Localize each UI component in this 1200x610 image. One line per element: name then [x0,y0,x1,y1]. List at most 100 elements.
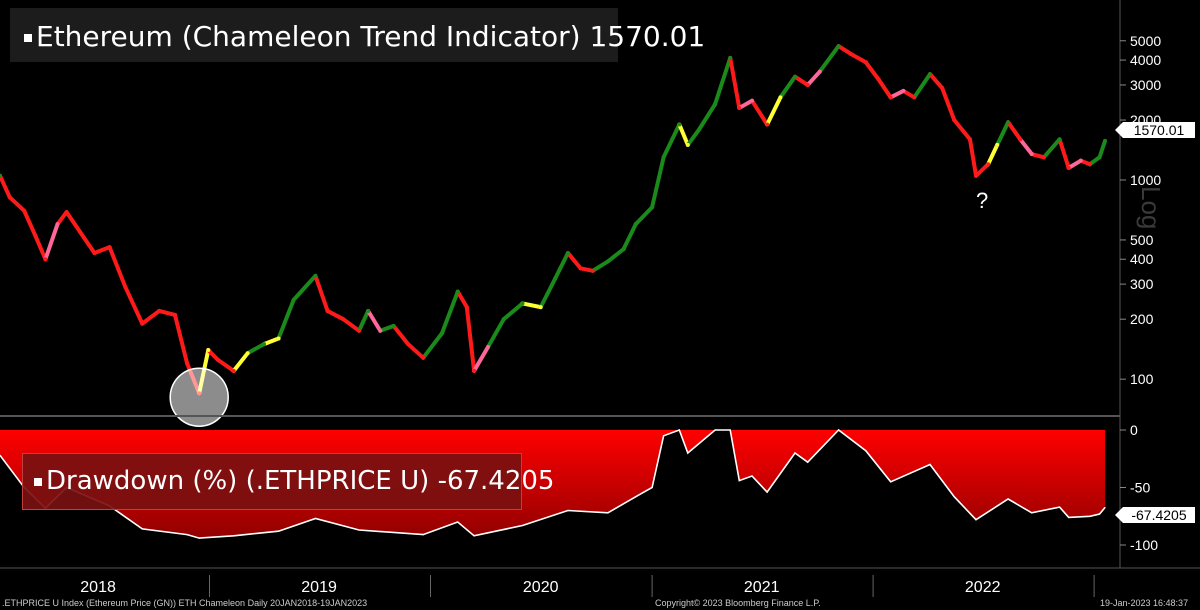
price-point [215,357,220,362]
drawdown-panel [0,428,1106,565]
price-point [661,155,666,160]
price-segment [765,95,783,127]
price-segment [291,273,318,302]
price-segment [848,51,868,65]
price-panel [0,44,1107,427]
price-segment [1097,138,1107,160]
price-segment [486,317,506,350]
price-segment [633,205,655,227]
y-tick-label: 3000 [1130,77,1161,93]
price-point [1078,158,1083,163]
drawdown-point [1098,513,1101,515]
price-point [1018,137,1023,142]
price-point [888,95,893,100]
drawdown-point [837,429,840,431]
question-annotation: ? [976,188,989,213]
drawdown-point [714,429,716,431]
price-segment [245,342,266,356]
drawdown-point [521,524,524,527]
price-point [455,289,460,294]
price-segment [940,85,957,123]
price-segment [538,276,558,310]
x-tick-label: 2020 [523,579,559,596]
price-segment [677,122,690,147]
price-segment [713,55,733,107]
drawdown-point [953,496,955,498]
price-segment [1057,137,1071,170]
drawdown-point [651,486,653,489]
price-segment [1018,137,1034,157]
price-segment [836,44,853,56]
chart-title-box [10,8,618,62]
price-segment [391,323,411,347]
price-point [107,245,112,250]
price-segment [817,44,841,74]
price-segment [778,74,797,100]
drawdown-point [1007,498,1009,500]
drawdown-point [890,481,892,483]
drawdown-point [277,530,280,532]
price-segment [33,234,48,262]
y-tick-label: 5000 [1130,33,1161,49]
price-segment [172,312,190,366]
price-point [341,317,346,322]
drawdown-point [738,480,740,482]
price-point [836,44,841,49]
price-segment [901,88,917,100]
legend-bullet [34,477,42,486]
drawdown-last-value-tag: -67.4205 [1123,507,1195,523]
price-point [621,247,626,252]
price-segment [157,308,177,317]
price-point [952,118,957,123]
price-point [472,368,477,373]
price-segment [520,301,543,310]
drawdown-point [975,519,977,521]
price-point [728,55,733,60]
price-point [325,308,330,313]
price-segment [1041,137,1062,160]
price-segment [313,273,330,313]
price-segment [578,266,595,273]
price-segment [605,247,626,264]
highlight-circle [169,367,229,427]
price-segment [455,289,469,310]
drawdown-point [186,534,188,536]
price-point [928,72,933,77]
price-point [33,234,38,239]
price-segment [440,289,460,336]
price-segment [501,301,525,322]
price-segment [621,222,638,252]
price-segment [805,69,822,87]
price-segment [863,60,881,82]
price-point [974,173,979,178]
price-point [863,60,868,65]
y-tick-label: 300 [1130,276,1154,292]
y-tick-label: 200 [1130,311,1154,327]
dd-tick-label: -50 [1130,480,1150,496]
price-point [55,222,60,227]
price-point [1029,152,1034,157]
price-point [440,331,444,336]
drawdown-point [314,517,317,520]
price-segment [1066,158,1083,170]
price-segment [553,250,570,281]
price-point [313,273,318,278]
drawdown-point [0,454,1,456]
dd-tick-label: 0 [1130,422,1138,438]
price-point [77,229,82,234]
price-segment [697,102,718,132]
price-segment [366,308,383,333]
y-tick-label: 100 [1130,371,1154,387]
price-segment [928,72,945,90]
price-segment [0,173,12,200]
chart-title-label: Ethereum (Chameleon Trend Indicator) [36,20,581,53]
price-segment [421,331,444,360]
price-segment [107,245,128,290]
drawdown-point [1068,516,1070,519]
price-point [1097,155,1102,160]
price-point [172,312,177,317]
price-point [1041,155,1046,160]
drawdown-point [473,535,475,537]
price-point [22,208,27,213]
drawdown-point [729,429,731,431]
